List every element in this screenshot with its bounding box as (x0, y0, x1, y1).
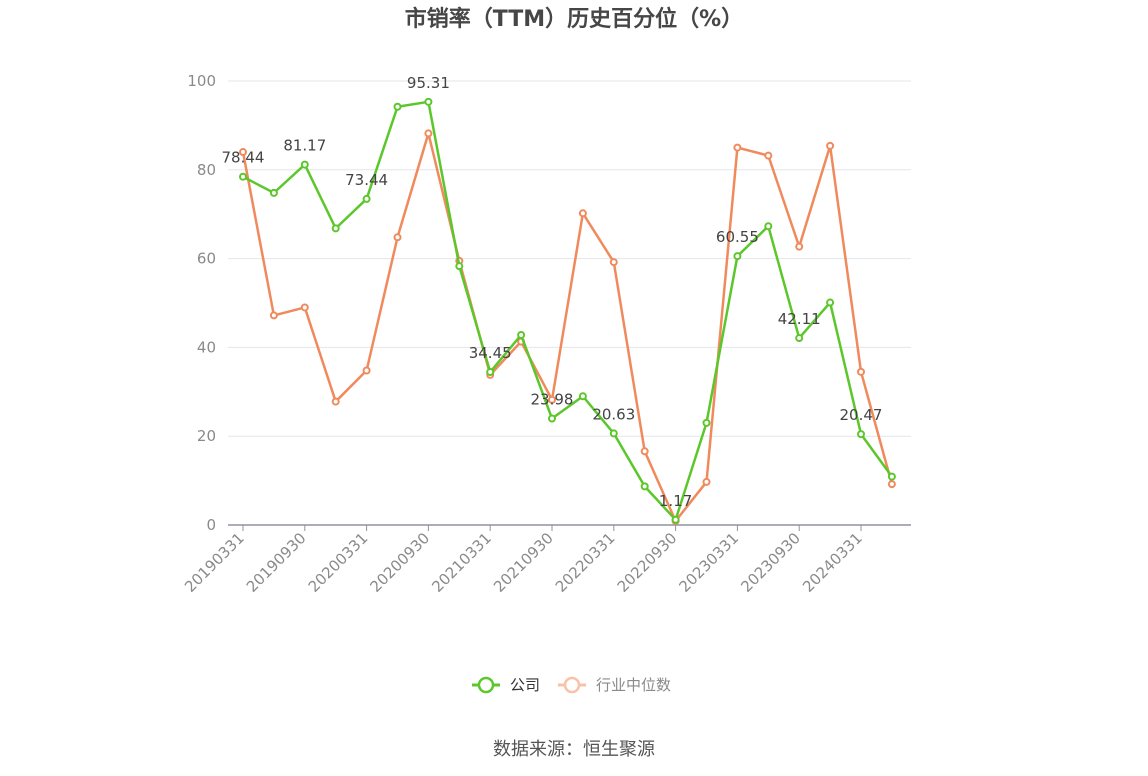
industry-median-line (241, 132, 894, 523)
company-point (795, 334, 804, 343)
data-label: 34.45 (469, 344, 512, 362)
legend-item-industry-median[interactable]: 行业中位数 (558, 676, 671, 694)
data-label: 20.63 (592, 405, 635, 423)
company-line (242, 100, 893, 522)
x-tick-label: 20220930 (614, 529, 681, 596)
company-point (640, 482, 649, 491)
company-point (764, 222, 773, 231)
data-label: 1.17 (659, 492, 692, 510)
company-point (486, 368, 495, 377)
data-label: 95.31 (407, 74, 450, 92)
industry-median-point (331, 397, 340, 406)
company-point (424, 97, 433, 106)
x-tick-label: 20190930 (243, 529, 310, 596)
industry-median-point (826, 141, 835, 150)
company-point (733, 252, 742, 261)
industry-median-point (239, 148, 247, 157)
company-point (548, 414, 556, 423)
x-tick-label: 20210331 (428, 529, 495, 596)
company-point (702, 418, 711, 427)
industry-median-point (300, 303, 309, 312)
y-tick-label: 20 (197, 427, 216, 445)
x-tick-label: 20220331 (552, 529, 619, 596)
industry-median-point (702, 477, 711, 486)
y-tick-label: 80 (197, 161, 216, 179)
x-tick-label: 20240331 (799, 529, 866, 596)
company-point (517, 330, 526, 339)
legend-marker-icon (563, 676, 581, 694)
industry-median-point (887, 480, 896, 489)
data-label: 78.44 (222, 149, 265, 167)
x-tick-label: 20230930 (737, 529, 804, 596)
industry-median-point (362, 366, 371, 375)
legend-label: 公司 (510, 676, 540, 694)
x-tick-label: 20190331 (181, 529, 248, 596)
company-point (857, 430, 865, 439)
industry-median-point (548, 395, 556, 404)
company-point (826, 298, 835, 307)
company-point (887, 472, 896, 481)
company-point (239, 172, 247, 181)
industry-median-point (764, 151, 773, 160)
industry-median-point (795, 242, 804, 251)
data-label: 73.44 (345, 171, 388, 189)
industry-median-point (733, 143, 742, 152)
company-point (671, 515, 680, 524)
chart-title: 市销率（TTM）历史百分位（%） (405, 6, 743, 32)
industry-median-point (640, 447, 649, 456)
series-lines (239, 97, 896, 526)
company-point (331, 224, 340, 233)
data-labels: 78.44 81.17 73.44 95.31 34.45 23.98 20.63 1.17 6… (222, 74, 883, 510)
grid (228, 80, 911, 437)
company-point (609, 429, 618, 438)
source-note: 数据来源：恒生聚源 (493, 739, 655, 760)
x-tick-label: 20200930 (367, 529, 434, 596)
company-point (362, 194, 371, 203)
legend-label: 行业中位数 (596, 676, 671, 694)
company-point (455, 262, 464, 271)
industry-median-point (609, 258, 618, 267)
y-tick-label: 60 (197, 250, 216, 268)
industry-median-point (424, 129, 433, 138)
data-label: 42.11 (778, 310, 821, 328)
y-tick-label: 40 (197, 338, 216, 356)
data-label: 23.98 (531, 391, 574, 409)
industry-median-point (393, 233, 402, 242)
x-tick-label: 20230331 (676, 529, 743, 596)
legend-item-company[interactable]: 公司 (472, 676, 540, 694)
industry-median-point (857, 367, 865, 376)
industry-median-point (578, 209, 587, 218)
company-point (578, 392, 587, 401)
x-tick-label: 20200331 (305, 529, 372, 596)
company-point (393, 102, 402, 111)
industry-median-point (269, 311, 278, 320)
data-label: 60.55 (716, 228, 759, 246)
x-tick-label: 20210930 (490, 529, 557, 596)
data-label: 20.47 (840, 406, 883, 424)
company-point (300, 160, 309, 169)
company-point (269, 188, 278, 197)
y-tick-label: 0 (206, 516, 216, 534)
legend-marker-icon (477, 676, 495, 694)
legend[interactable]: 公司 行业中位数 (472, 676, 671, 694)
data-label: 81.17 (283, 137, 326, 155)
y-tick-label: 100 (187, 72, 216, 90)
